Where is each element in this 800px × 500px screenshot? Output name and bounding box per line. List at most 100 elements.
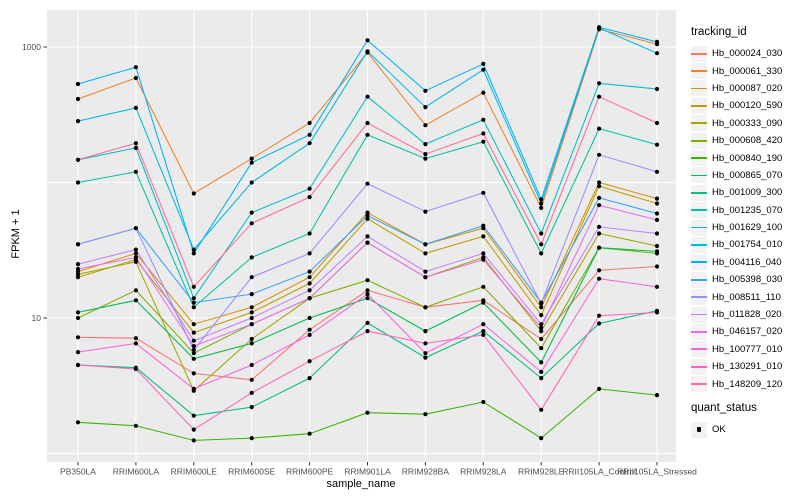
data-point: [481, 329, 486, 334]
data-point: [75, 242, 81, 247]
data-point: [75, 180, 81, 185]
legend-item-Hb_001629_100: Hb_001629_100: [691, 219, 782, 236]
legend-item-label: Hb_000120_590: [712, 100, 783, 112]
legend-line-swatch: [691, 52, 707, 55]
data-point: [365, 216, 370, 221]
legend-quant-entry: OK: [691, 421, 757, 438]
legend-item-label: Hb_148209_120: [712, 378, 783, 390]
data-point: [307, 296, 312, 301]
legend-line-swatch: [691, 70, 707, 72]
data-point: [654, 86, 660, 92]
data-point: [249, 221, 254, 226]
y-tick-label: 10: [32, 313, 42, 323]
legend-item-Hb_148209_120: Hb_148209_120: [691, 375, 783, 393]
legend-key: [691, 236, 707, 253]
legend-key: [691, 202, 707, 219]
data-point: [365, 320, 370, 325]
data-point: [539, 407, 544, 412]
y-tick-label: 1000: [22, 42, 41, 52]
data-point: [654, 142, 660, 147]
data-point: [307, 120, 312, 126]
legend-item-label: Hb_000840_190: [712, 152, 783, 164]
data-point: [597, 126, 602, 131]
data-point: [539, 205, 544, 210]
legend-item-label: Hb_008511_110: [712, 291, 781, 303]
data-point: [249, 180, 254, 185]
data-point: [654, 217, 660, 222]
data-point: [597, 195, 602, 200]
data-point: [654, 51, 660, 56]
legend-tracking-title: tracking_id: [691, 26, 747, 38]
data-point: [75, 266, 81, 272]
legend-line-swatch: [691, 87, 707, 90]
data-point: [423, 105, 428, 110]
legend-key: [691, 97, 707, 114]
data-point: [423, 242, 428, 247]
data-point: [365, 240, 370, 245]
data-point: [75, 335, 81, 340]
data-point: [597, 203, 602, 208]
data-point: [481, 139, 486, 144]
data-point: [307, 132, 312, 137]
data-point: [75, 420, 81, 425]
data-point: [75, 119, 81, 124]
legend-line-swatch: [691, 278, 707, 281]
data-point: [597, 25, 602, 30]
data-point: [597, 321, 602, 326]
data-point: [539, 369, 544, 374]
legend-quant-status: quant_status OK: [691, 402, 757, 438]
legend-item-Hb_046157_020: Hb_046157_020: [691, 323, 782, 340]
data-point: [365, 292, 370, 297]
data-point: [191, 330, 196, 335]
data-point: [481, 190, 486, 195]
data-point: [133, 423, 138, 428]
legend-item-Hb_004116_040: Hb_004116_040: [691, 254, 782, 271]
data-point: [481, 332, 486, 337]
data-point: [191, 251, 196, 256]
legend-key: [691, 341, 707, 358]
data-point: [249, 405, 254, 410]
data-point: [191, 356, 196, 361]
data-point: [249, 336, 254, 342]
legend-line-swatch: [691, 122, 707, 125]
legend-item-Hb_001235_070: Hb_001235_070: [691, 202, 782, 219]
data-point: [249, 362, 254, 368]
data-point: [423, 156, 428, 161]
data-point: [133, 65, 138, 70]
data-point: [539, 360, 544, 365]
legend-key: [691, 421, 707, 438]
data-point: [249, 436, 254, 441]
legend-item-Hb_000087_020: Hb_000087_020: [691, 80, 782, 97]
data-point: [423, 305, 428, 310]
legend-item-label: Hb_046157_020: [712, 326, 783, 338]
data-point: [249, 390, 254, 395]
legend-item-label: Hb_001629_100: [712, 222, 783, 234]
data-point: [481, 223, 486, 228]
data-point: [75, 362, 81, 368]
data-point: [365, 181, 370, 186]
data-point: [481, 234, 486, 239]
legend-line-swatch: [691, 244, 707, 246]
legend-item-Hb_011828_020: Hb_011828_020: [691, 306, 782, 323]
data-point: [539, 376, 544, 381]
data-point: [191, 427, 196, 432]
data-point: [75, 96, 81, 102]
legend-line-swatch: [691, 226, 707, 229]
data-point: [249, 275, 254, 280]
data-point: [191, 438, 196, 443]
data-point: [191, 413, 196, 418]
legend-key: [691, 219, 707, 236]
data-point: [654, 211, 660, 216]
data-point: [654, 264, 660, 269]
data-point: [191, 247, 196, 252]
data-point: [539, 201, 544, 206]
legend-line-swatch: [691, 261, 707, 264]
data-point: [133, 169, 138, 174]
data-point: [249, 160, 254, 165]
legend-key: [691, 115, 707, 132]
legend-item-label: Hb_001235_070: [712, 204, 783, 216]
data-point: [654, 201, 660, 206]
data-point: [307, 231, 312, 236]
